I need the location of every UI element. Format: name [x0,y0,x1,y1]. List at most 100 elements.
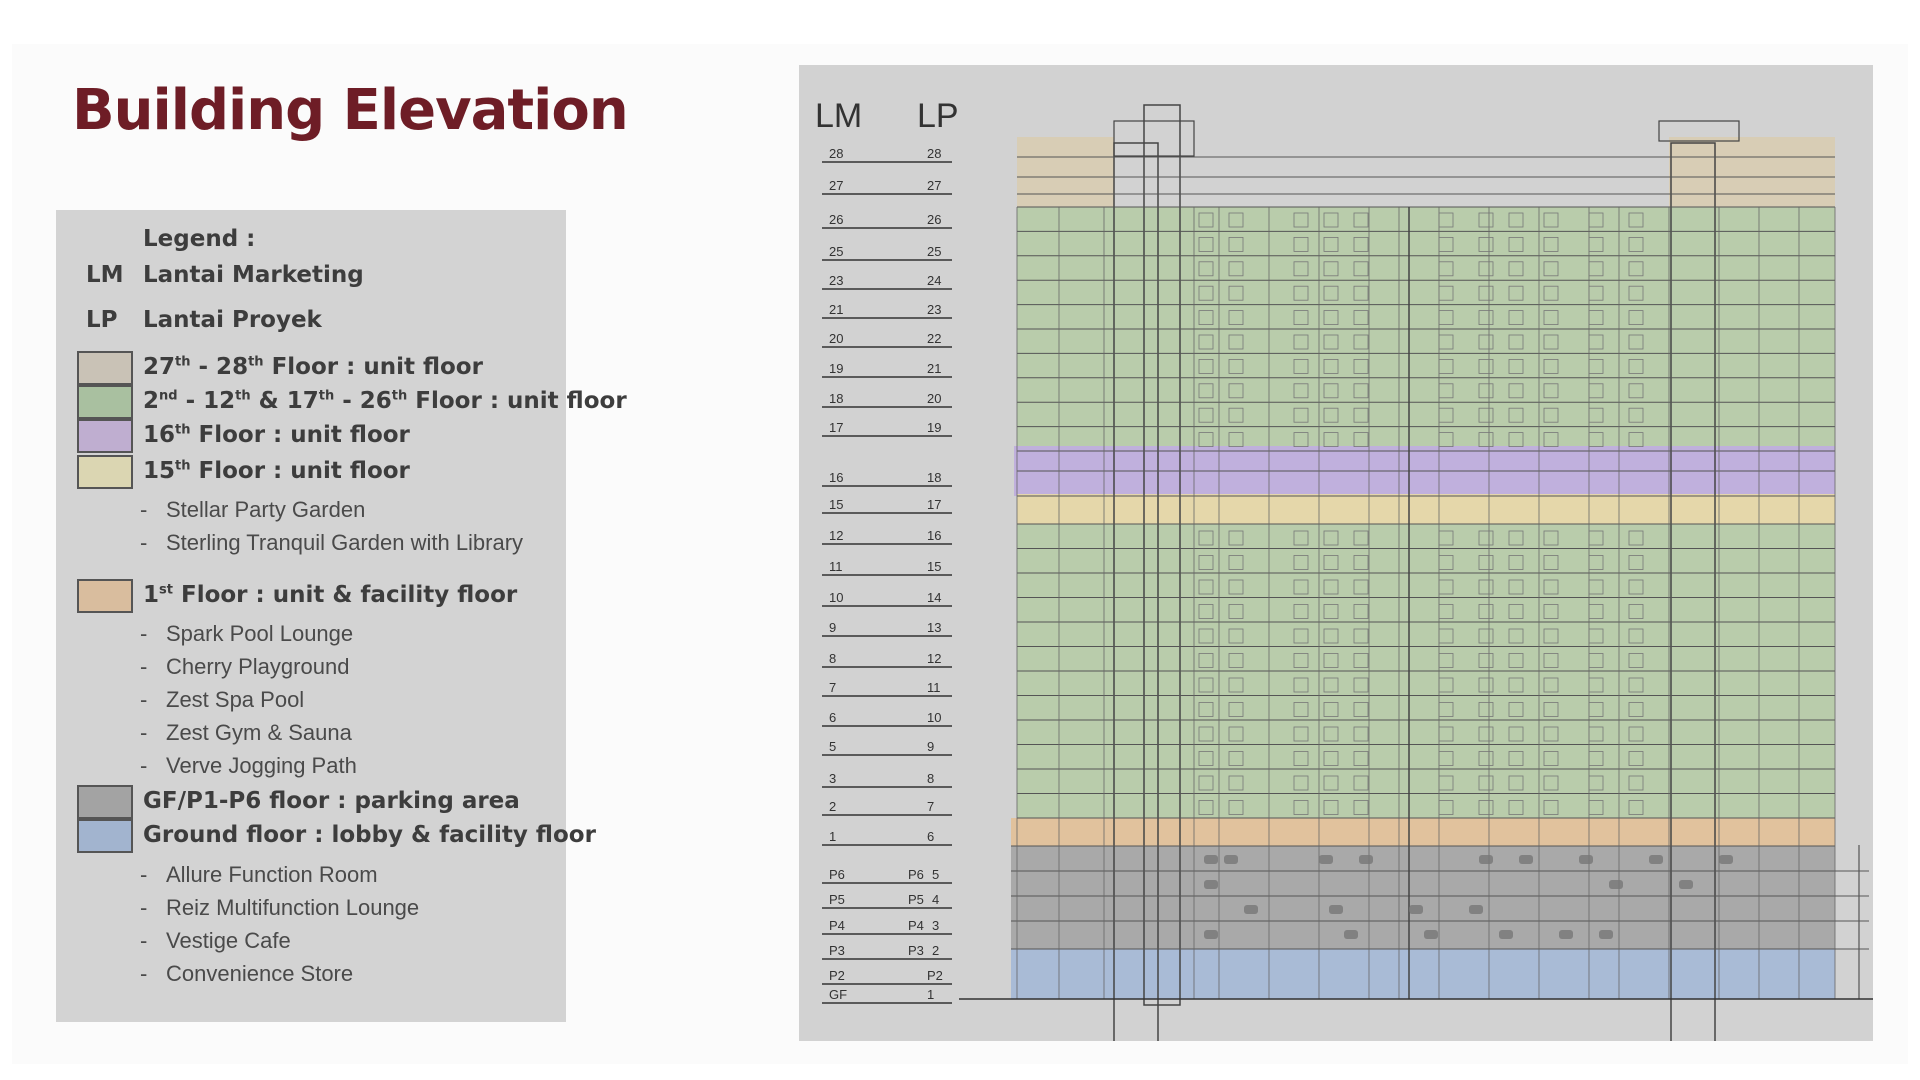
legend-facility-bullet: - [140,928,148,953]
window-mark [1323,407,1339,423]
window-mark [1588,310,1604,326]
window-mark [1438,579,1454,595]
window-mark [1628,628,1644,644]
window-mark [1508,775,1524,791]
window-mark [1198,212,1214,228]
lp-level-label: 25 [927,244,941,259]
window-mark [1588,236,1604,252]
window-mark [1543,407,1559,423]
window-mark [1228,334,1244,350]
window-mark [1323,236,1339,252]
window-mark [1198,555,1214,570]
legend-abbr-row: LM Lantai Marketing [56,262,566,296]
legend-abbr-label: Lantai Marketing [143,262,364,288]
window-mark [1588,726,1604,742]
legend-abbr-code: LP [86,307,118,333]
window-mark [1588,677,1604,693]
window-mark [1588,383,1604,399]
window-mark [1478,555,1494,570]
window-mark [1353,775,1369,791]
window-mark [1198,310,1214,326]
legend-swatch [77,385,133,419]
legend-category-row: 15th Floor : unit floor [56,458,566,492]
window-mark [1438,310,1454,326]
legend-abbr-row: LP Lantai Proyek [56,307,566,341]
window-mark [1543,702,1559,717]
lm-level-label: 25 [829,244,843,259]
window-mark [1438,530,1454,546]
legend-heading: Legend : [56,226,566,260]
window-mark [1628,530,1644,546]
window-mark [1293,628,1309,644]
lobby-band [1011,949,1835,999]
window-mark [1198,702,1214,717]
lp-level-label: 10 [927,710,941,725]
window-mark [1543,334,1559,350]
parking-car-mark [1319,855,1333,864]
window-mark [1228,775,1244,791]
window-mark [1508,726,1524,742]
lm-level-label: 15 [829,497,843,512]
lm-level-label: 23 [829,273,843,288]
lp-level-label: 6 [927,829,934,844]
window-mark [1438,555,1454,570]
window-mark [1323,628,1339,644]
window-mark [1198,604,1214,619]
window-mark [1628,751,1644,766]
window-mark [1293,334,1309,350]
lp-secondary-label: 5 [932,867,939,882]
window-mark [1478,530,1494,546]
window-mark [1198,530,1214,546]
core-roof-left [1113,120,1195,157]
window-mark [1508,653,1524,668]
window-mark [1508,285,1524,301]
legend-category-label: 27th - 28th Floor : unit floor [143,354,483,380]
legend-facility-bullet: - [140,621,148,646]
window-mark [1508,358,1524,374]
window-mark [1353,236,1369,252]
legend-abbr-label: Lantai Proyek [143,307,322,333]
legend-facility-item: Vestige Cafe [166,928,291,953]
window-mark [1353,334,1369,350]
lp-level-label: 21 [927,361,941,376]
window-mark [1228,432,1244,448]
window-mark [1508,334,1524,350]
legend-facility-bullet: - [140,654,148,679]
window-mark [1198,726,1214,742]
window-mark [1293,702,1309,717]
window-mark [1438,407,1454,423]
legend-category-label: Ground floor : lobby & facility floor [143,822,596,848]
window-mark [1293,751,1309,766]
window-mark [1293,432,1309,448]
lp-level-label: 19 [927,420,941,435]
window-mark [1478,310,1494,326]
window-mark [1478,751,1494,766]
window-mark [1293,726,1309,742]
window-mark [1508,236,1524,252]
window-mark [1543,530,1559,546]
lm-level-label: 20 [829,331,843,346]
lp-level-label: 8 [927,771,934,786]
lm-level-label: P4 [829,918,845,933]
parking-car-mark [1719,855,1733,864]
lp-level-label: 24 [927,273,941,288]
legend-facility-bullet: - [140,862,148,887]
window-mark [1438,800,1454,815]
window-mark [1508,677,1524,693]
lp-level-label: 9 [927,739,934,754]
legend-facility-bullet: - [140,895,148,920]
legend-category-row: 1st Floor : unit & facility floor [56,582,566,616]
window-mark [1323,261,1339,277]
window-mark [1628,579,1644,595]
parking-car-mark [1409,905,1423,914]
lm-column-header: LM [815,97,862,135]
window-mark [1353,310,1369,326]
lm-level-label: 1 [829,829,836,844]
window-mark [1508,628,1524,644]
lp-level-label: P6 [908,867,924,882]
legend-facility-item: Spark Pool Lounge [166,621,354,646]
parking-car-mark [1559,930,1573,939]
window-mark [1628,285,1644,301]
core-outline [1670,142,1716,1041]
window-mark [1508,800,1524,815]
